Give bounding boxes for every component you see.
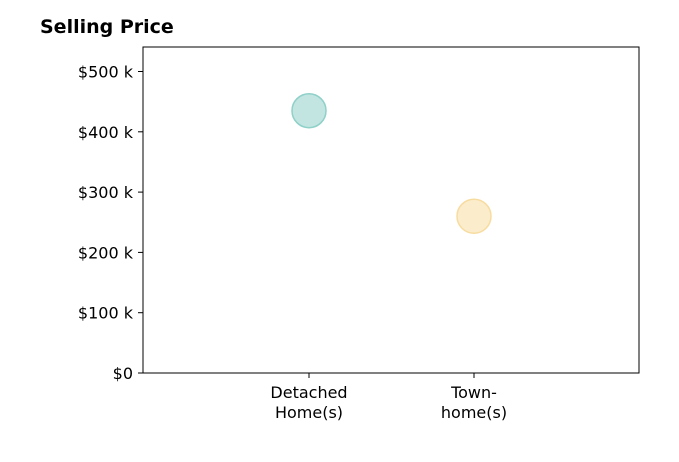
chart-title: Selling Price — [40, 16, 174, 38]
x-axis: Detached Home(s) Town-home(s) — [270, 373, 507, 422]
y-tick-label: $300 k — [78, 183, 134, 202]
x-tick-label: Detached Home(s) — [270, 383, 347, 422]
y-tick-label: $0 — [113, 364, 133, 383]
data-points — [291, 92, 492, 234]
plot-frame — [142, 46, 640, 374]
y-tick-label: $100 k — [78, 304, 134, 323]
y-tick-label: $400 k — [78, 123, 134, 142]
y-axis: $0 $100 k $200 k $300 k $400 k $500 k — [78, 63, 143, 383]
y-tick-label: $500 k — [78, 63, 134, 82]
x-tick-label: Town-home(s) — [441, 383, 507, 422]
data-point — [456, 198, 492, 234]
y-tick-label: $200 k — [78, 243, 134, 262]
data-point — [291, 92, 327, 129]
